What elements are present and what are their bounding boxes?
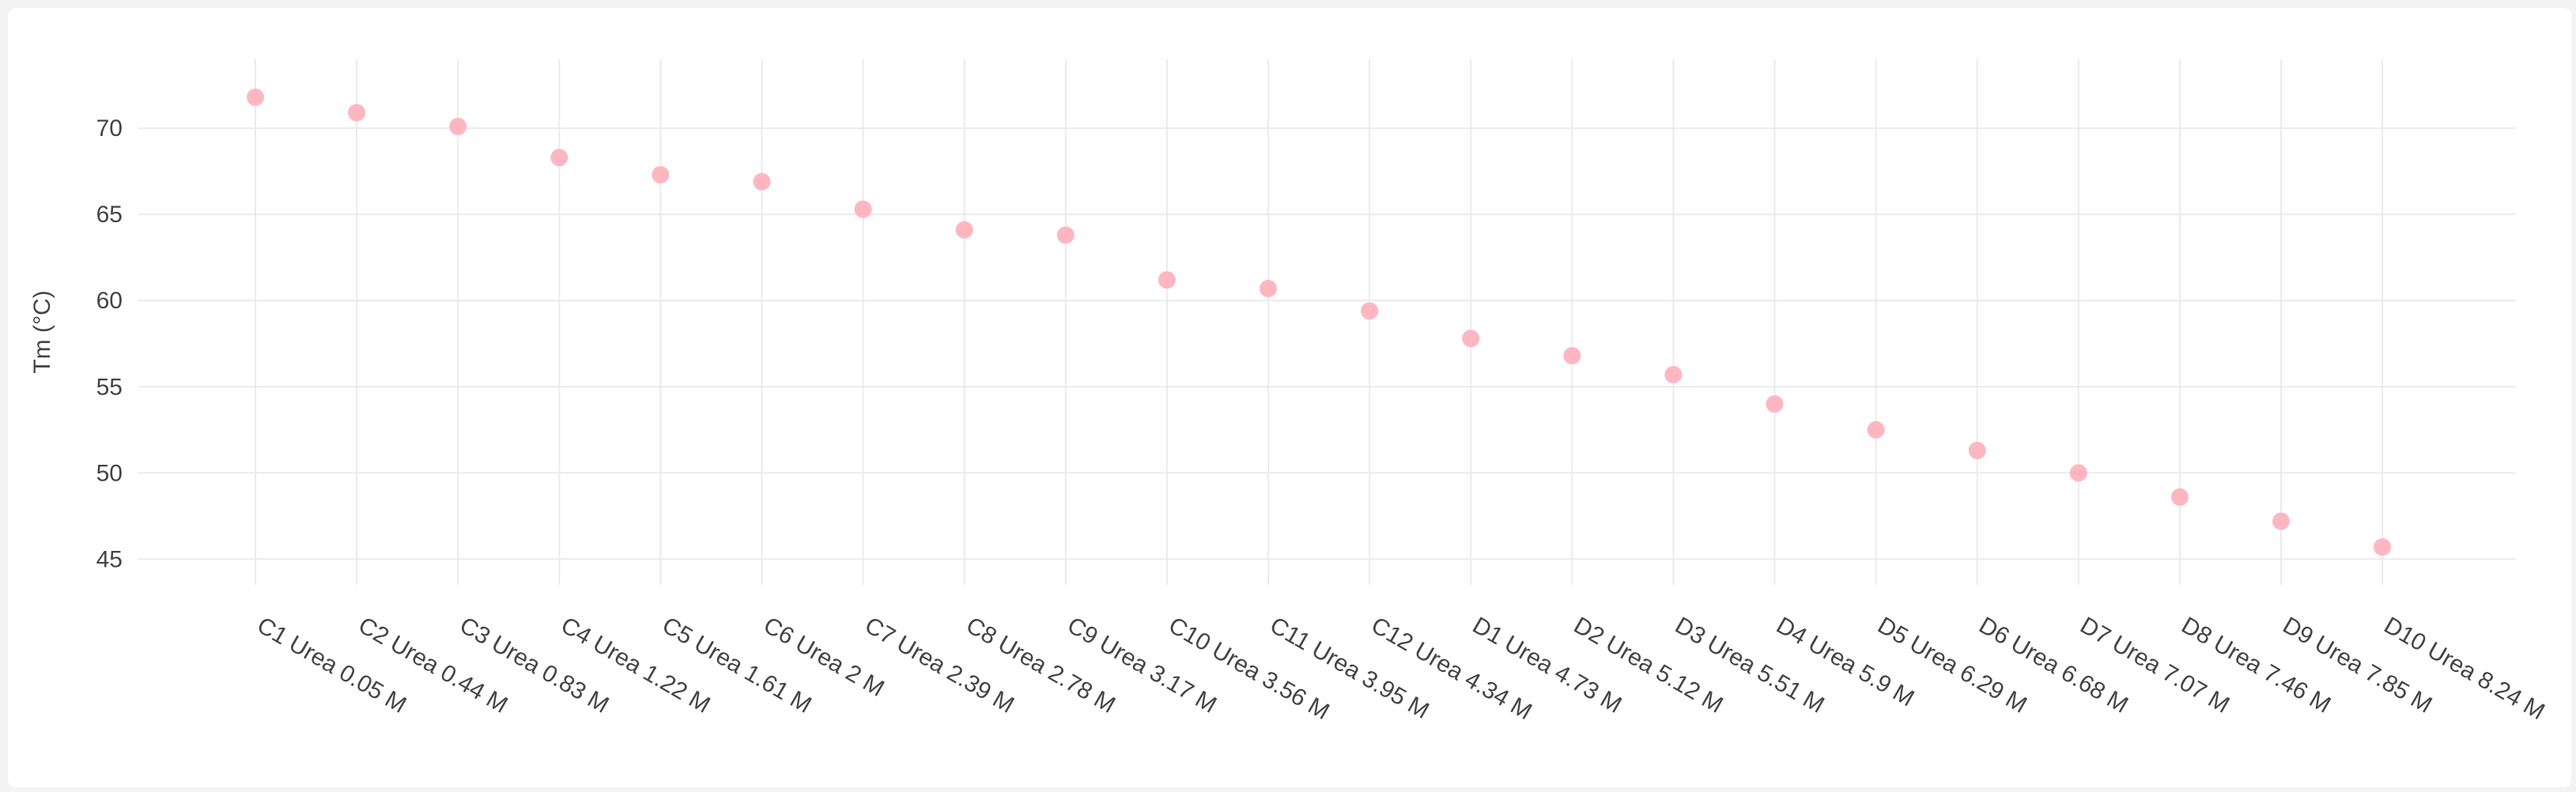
- data-point[interactable]: [247, 88, 264, 106]
- data-point[interactable]: [550, 149, 568, 167]
- data-point[interactable]: [652, 166, 670, 184]
- data-point[interactable]: [955, 221, 973, 239]
- y-tick-label: 70: [96, 115, 123, 141]
- data-point[interactable]: [1361, 302, 1379, 320]
- y-tick-label: 45: [96, 546, 123, 572]
- data-point[interactable]: [2374, 538, 2392, 556]
- y-tick-label: 65: [96, 202, 123, 228]
- data-point[interactable]: [753, 172, 771, 190]
- data-points: [247, 88, 2392, 556]
- data-point[interactable]: [449, 118, 467, 136]
- y-tick-label: 50: [96, 460, 123, 486]
- x-tick-label: D10 Urea 8.24 M: [2380, 612, 2549, 725]
- data-point[interactable]: [1056, 226, 1075, 244]
- data-point[interactable]: [2170, 488, 2189, 506]
- data-point[interactable]: [2272, 512, 2290, 530]
- x-gridlines: [255, 59, 2384, 585]
- data-point[interactable]: [1664, 366, 1683, 383]
- y-tick-label: 55: [96, 374, 123, 400]
- data-point[interactable]: [1158, 271, 1176, 289]
- data-point[interactable]: [1462, 330, 1480, 348]
- data-point[interactable]: [1563, 347, 1581, 365]
- y-gridlines: [138, 127, 2516, 560]
- data-point[interactable]: [1260, 279, 1277, 297]
- data-point[interactable]: [2069, 464, 2087, 482]
- data-point[interactable]: [1867, 421, 1885, 439]
- data-point[interactable]: [1968, 441, 1986, 459]
- y-tick-labels: 45 50 55 60 65 70: [96, 115, 123, 572]
- data-point[interactable]: [1766, 395, 1784, 413]
- x-tick-labels: C1 Urea 0.05 MC2 Urea 0.44 MC3 Urea 0.83…: [253, 612, 2549, 725]
- data-point[interactable]: [854, 200, 872, 218]
- chart-panel: [8, 8, 2571, 787]
- y-axis-title: Tm (°C): [29, 290, 55, 373]
- y-tick-label: 60: [96, 288, 123, 314]
- data-point[interactable]: [348, 104, 366, 122]
